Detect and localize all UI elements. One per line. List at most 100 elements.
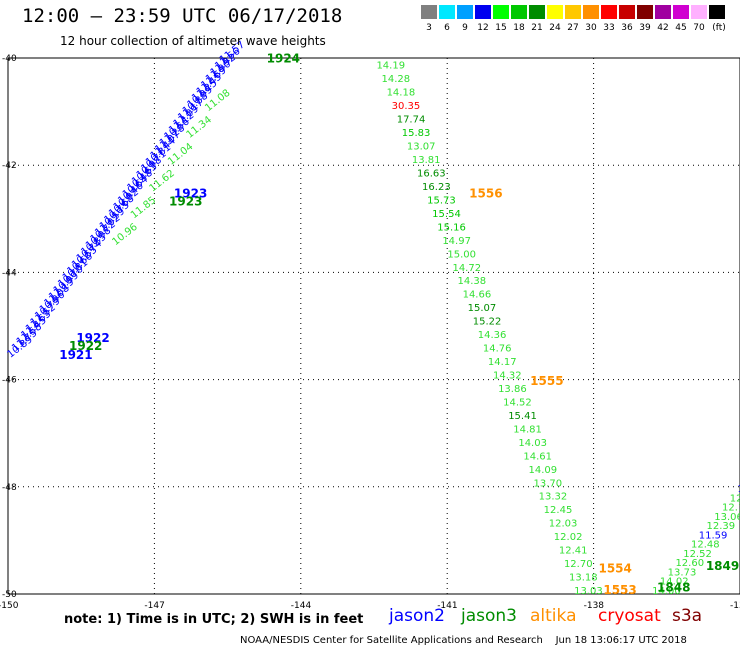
- satellite-jason3: jason3: [461, 606, 517, 626]
- legend-tick-label: 12: [477, 23, 489, 33]
- legend-tick-label: 33: [603, 23, 615, 33]
- legend-swatch: [673, 5, 689, 19]
- wave-height-value: 14.32: [493, 371, 522, 382]
- legend-swatch: [601, 5, 617, 19]
- legend-swatch: [583, 5, 599, 19]
- wave-height-value: 12.39: [707, 521, 736, 532]
- latitude-label: -40: [2, 54, 17, 64]
- legend-tick-label: 3: [426, 23, 432, 33]
- legend-swatch: [547, 5, 563, 19]
- wave-height-value: 12.45: [544, 505, 573, 516]
- wave-height-value: 13.32: [539, 492, 568, 503]
- legend-swatch: [655, 5, 671, 19]
- footer-note: note: 1) Time is in UTC; 2) SWH is in fe…: [64, 612, 364, 627]
- wave-height-value: 14.61: [523, 451, 552, 462]
- map-frame: [7, 57, 740, 595]
- page-subtitle: 12 hour collection of altimeter wave hei…: [60, 34, 326, 48]
- pass-time-label: 1553: [603, 583, 636, 597]
- legend-swatch: [691, 5, 707, 19]
- wave-height-value: 16.23: [422, 182, 451, 193]
- wave-height-value: 15.07: [468, 303, 497, 314]
- wave-height-value: 11: [738, 484, 740, 495]
- wave-height-value: 13.06: [714, 512, 740, 523]
- wave-height-value: 12.52: [683, 549, 712, 560]
- wave-height-value: 12.03: [549, 519, 578, 530]
- longitude-label: -141: [437, 601, 457, 611]
- pass-time-label: 1924: [267, 51, 300, 65]
- wave-height-value: 14.17: [488, 357, 517, 368]
- longitude-label: -144: [291, 601, 312, 611]
- legend-swatch: [493, 5, 509, 19]
- legend-swatch: [421, 5, 437, 19]
- wave-height-value: 14.02: [660, 577, 689, 588]
- pass-time-label: 1556: [469, 186, 502, 200]
- wave-height-value: 11.59: [699, 530, 728, 541]
- wave-height-value: 15.22: [473, 317, 502, 328]
- wave-height-value: 14.76: [483, 344, 512, 355]
- wave-height-value: 14.09: [528, 465, 557, 476]
- wave-height-value: 17.74: [397, 115, 426, 126]
- legend-swatch: [439, 5, 455, 19]
- wave-height-value: 13.70: [534, 478, 563, 489]
- wave-height-value: 14.52: [503, 397, 532, 408]
- latitude-label: -50: [2, 590, 17, 600]
- pass-time-label: 1923: [169, 194, 202, 208]
- legend-swatch: [709, 5, 725, 19]
- latitude-label: -42: [2, 161, 17, 171]
- wave-height-value: 14.00: [652, 586, 681, 597]
- wave-height-value: 15.83: [402, 128, 431, 139]
- legend-swatch: [619, 5, 635, 19]
- legend-swatch: [565, 5, 581, 19]
- wave-height-value: 13.03: [574, 586, 603, 597]
- wave-height-value: 12.70: [564, 559, 593, 570]
- page-title: 12:00 – 23:59 UTC 06/17/2018: [22, 5, 343, 27]
- legend-tick-label: 24: [549, 23, 561, 33]
- legend-swatch: [529, 5, 545, 19]
- pass-time-label: 1555: [530, 374, 563, 388]
- wave-height-value: 16.63: [417, 168, 446, 179]
- legend-tick-label: 39: [639, 23, 651, 33]
- wave-height-value: 15.54: [432, 209, 461, 220]
- wave-height-value: 13.07: [407, 142, 436, 153]
- latitude-label: -48: [2, 483, 17, 493]
- wave-height-value: 12.12: [722, 503, 740, 514]
- pass-time-label: 1848: [657, 580, 690, 594]
- longitude-label: -147: [144, 601, 164, 611]
- pass-time-label: 1554: [598, 562, 631, 576]
- latitude-label: -46: [2, 376, 17, 386]
- wave-height-value: 14.36: [478, 330, 507, 341]
- wave-height-value: 13.86: [498, 384, 527, 395]
- wave-height-value: 14.81: [513, 424, 542, 435]
- wave-height-value: 12.41: [559, 546, 588, 557]
- pass-time-label: 1922: [69, 339, 102, 353]
- legend-tick-label: 42: [657, 23, 669, 33]
- latitude-label: -44: [2, 268, 17, 278]
- wave-height-value: 13.81: [412, 155, 441, 166]
- wave-height-value: 14.38: [458, 276, 487, 287]
- wave-height-value: 12.02: [554, 532, 583, 543]
- legend-tick-label: 6: [444, 23, 450, 33]
- satellite-altika: altika: [530, 606, 577, 626]
- legend-tick-label: 30: [585, 23, 597, 33]
- wave-height-value: 15.73: [427, 195, 456, 206]
- legend-swatch: [475, 5, 491, 19]
- wave-height-value: 12.48: [691, 540, 720, 551]
- wave-height-value: 15.41: [508, 411, 537, 422]
- wave-height-value: 14.19: [376, 61, 405, 72]
- legend-tick-label: 21: [531, 23, 543, 33]
- wave-height-value: 12.60: [675, 558, 704, 569]
- legend-tick-label: 15: [495, 23, 507, 33]
- wave-height-value: 14.28: [382, 74, 411, 85]
- wave-height-value: 13.73: [668, 567, 697, 578]
- wave-height-value: 15.00: [447, 249, 476, 260]
- legend-tick-label: 27: [567, 23, 579, 33]
- wave-height-value: 13.18: [569, 573, 598, 584]
- pass-time-label: 1923: [174, 186, 207, 200]
- pass-time-label: 1922: [76, 331, 109, 345]
- satellite-s3a: s3a: [672, 606, 703, 626]
- pass-time-label: 1921: [59, 348, 92, 362]
- wave-height-value: 14.03: [518, 438, 547, 449]
- wave-height-value: 12.1: [730, 493, 740, 504]
- legend-unit: (ft): [712, 23, 726, 33]
